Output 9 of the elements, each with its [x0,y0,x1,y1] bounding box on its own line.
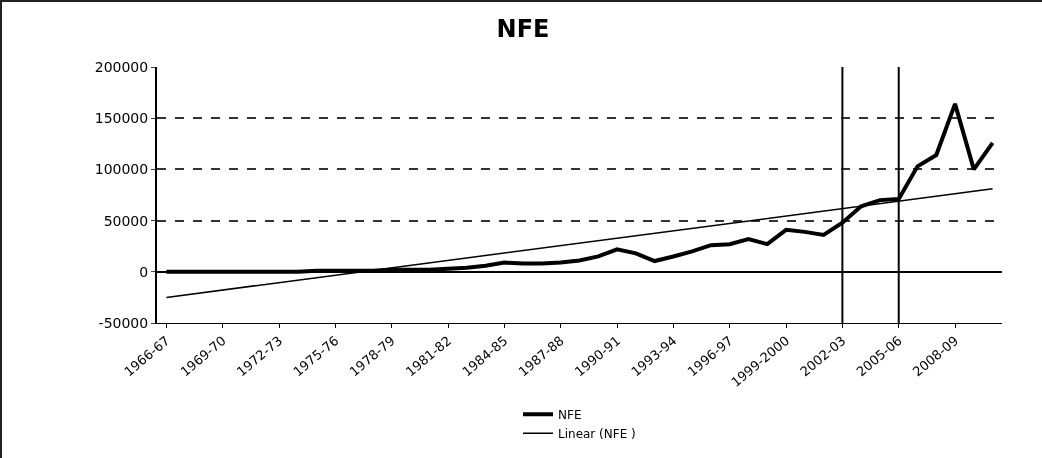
y-tick-label: 200000 [94,58,149,75]
y-tick-label: 150000 [94,110,149,127]
y-tick-label: 0 [139,263,149,280]
legend-label: NFE [558,407,582,422]
y-tick-label: 100000 [94,161,149,178]
y-tick-label: -50000 [98,314,149,331]
y-tick-label: 50000 [103,212,149,229]
legend-label: Linear (NFE ) [558,426,636,441]
chart-title: NFE [496,15,550,44]
